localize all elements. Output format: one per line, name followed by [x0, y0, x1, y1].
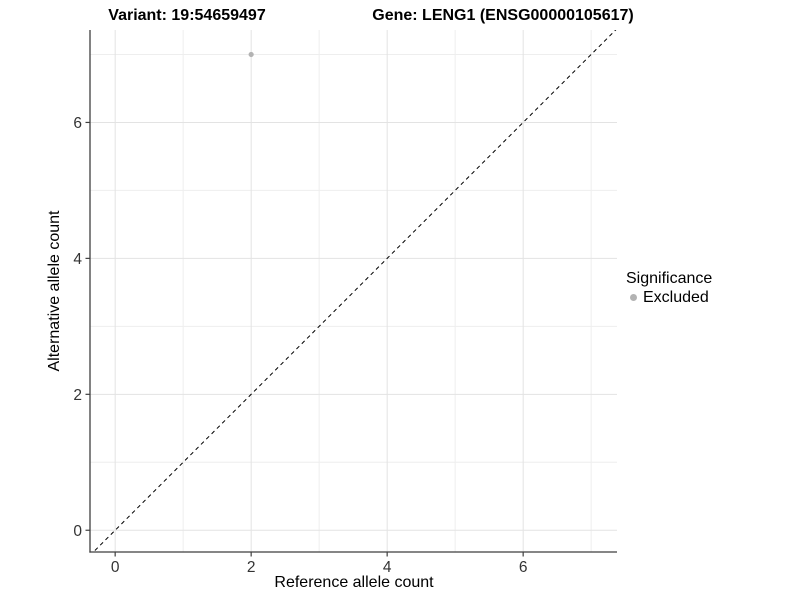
data-point	[248, 51, 254, 58]
y-tick-label: 6	[73, 115, 82, 132]
identity-reference-line	[92, 30, 617, 552]
x-tick-label: 6	[519, 559, 528, 576]
legend-item-excluded: Excluded	[626, 288, 712, 307]
x-tick-label: 2	[247, 559, 256, 576]
x-tick-label: 0	[111, 559, 120, 576]
plot-title-gene: Gene: LENG1 (ENSG00000105617)	[372, 7, 634, 24]
y-axis-label: Alternative allele count	[46, 210, 63, 372]
legend-item-label: Excluded	[643, 288, 709, 306]
y-tick-label: 4	[73, 251, 82, 268]
y-tick-label: 0	[73, 523, 82, 540]
legend-title: Significance	[626, 270, 713, 287]
plot-title-variant: Variant: 19:54659497	[108, 7, 266, 24]
y-tick-label: 2	[73, 387, 82, 404]
legend-point-icon	[630, 294, 637, 301]
x-axis-label: Reference allele count	[274, 574, 434, 591]
legend: Significance Excluded	[626, 269, 712, 307]
x-tick-label: 4	[383, 559, 392, 576]
